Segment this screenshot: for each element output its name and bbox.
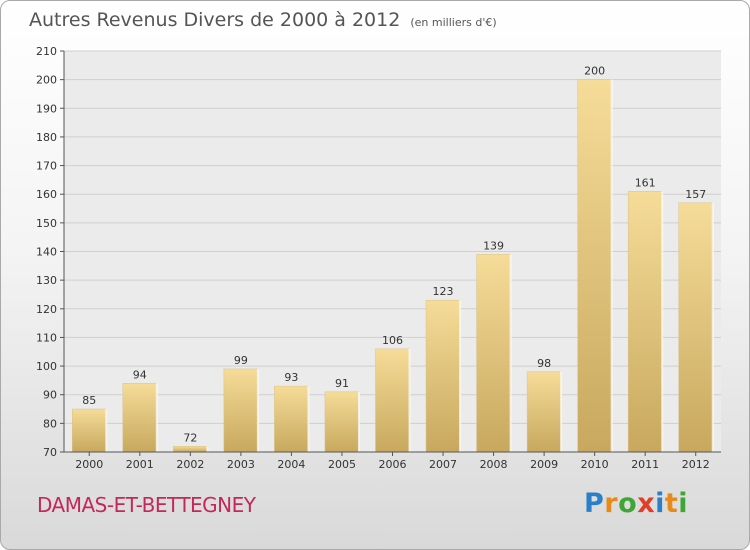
- x-tick-label: 2008: [480, 458, 508, 471]
- y-tick-label: 80: [43, 417, 57, 430]
- y-tick-label: 200: [36, 74, 57, 87]
- y-tick-label: 100: [36, 360, 57, 373]
- x-tick-label: 2002: [176, 458, 204, 471]
- x-tick-label: 2000: [75, 458, 103, 471]
- x-tick-label: 2005: [328, 458, 356, 471]
- x-tick-label: 2007: [429, 458, 457, 471]
- logo-letter: r: [604, 488, 619, 519]
- y-tick-label: 130: [36, 274, 57, 287]
- logo-letter: i: [678, 488, 689, 519]
- y-tick-label: 210: [36, 45, 57, 58]
- y-tick-label: 150: [36, 217, 57, 230]
- bar-2012: [678, 202, 713, 453]
- logo-letter: i: [655, 488, 665, 519]
- y-tick-label: 140: [36, 246, 57, 259]
- data-label: 99: [234, 354, 248, 367]
- y-tick-label: 90: [43, 389, 57, 402]
- y-tick-label: 160: [36, 188, 57, 201]
- x-tick-label: 2006: [379, 458, 407, 471]
- bar-2001: [122, 383, 158, 453]
- data-label: 106: [382, 334, 403, 347]
- data-label: 98: [537, 357, 551, 370]
- logo-letter: P: [584, 488, 605, 519]
- bar-2011: [627, 191, 663, 453]
- bar-2007: [425, 299, 461, 453]
- data-label: 161: [635, 176, 656, 189]
- data-label: 91: [335, 377, 349, 390]
- y-tick-label: 70: [43, 446, 57, 459]
- data-label: 139: [483, 239, 504, 252]
- y-tick-label: 120: [36, 303, 57, 316]
- logo-letter: x: [637, 488, 656, 519]
- y-tick-label: 180: [36, 131, 57, 144]
- chart-title-text: Autres Revenus Divers de 2000 à 2012: [29, 9, 401, 31]
- logo-letter: t: [664, 488, 679, 519]
- bar-2008: [476, 254, 511, 453]
- x-tick-label: 2010: [581, 458, 609, 471]
- x-tick-label: 2003: [227, 458, 255, 471]
- x-tick-label: 2012: [682, 458, 710, 471]
- bar-2004: [274, 385, 309, 453]
- bar-2009: [526, 371, 562, 453]
- data-label: 85: [82, 394, 96, 407]
- commune-name: DAMAS-ET-BETTEGNEY: [37, 493, 256, 517]
- bar-2005: [324, 391, 360, 453]
- data-label: 123: [433, 285, 454, 298]
- bar-2010: [577, 79, 612, 453]
- data-label: 94: [133, 368, 147, 381]
- bar-2003: [223, 368, 259, 453]
- chart-unit: (en milliers d'€): [410, 16, 497, 29]
- data-label: 200: [584, 65, 605, 78]
- data-label: 93: [284, 371, 298, 384]
- logo-letter: o: [618, 488, 638, 519]
- data-label: 157: [685, 188, 706, 201]
- bar-2000: [72, 408, 107, 453]
- x-tick-label: 2011: [631, 458, 659, 471]
- data-label: 72: [183, 431, 197, 444]
- chart-title: Autres Revenus Divers de 2000 à 2012 (en…: [29, 9, 497, 31]
- bar-2002: [173, 446, 208, 453]
- x-tick-label: 2009: [530, 458, 558, 471]
- proxiti-logo: Proxiti: [584, 488, 688, 519]
- y-tick-label: 110: [36, 331, 57, 344]
- x-tick-label: 2001: [126, 458, 154, 471]
- y-tick-label: 170: [36, 160, 57, 173]
- y-tick-label: 190: [36, 102, 57, 115]
- x-tick-label: 2004: [277, 458, 305, 471]
- bar-2006: [375, 348, 410, 453]
